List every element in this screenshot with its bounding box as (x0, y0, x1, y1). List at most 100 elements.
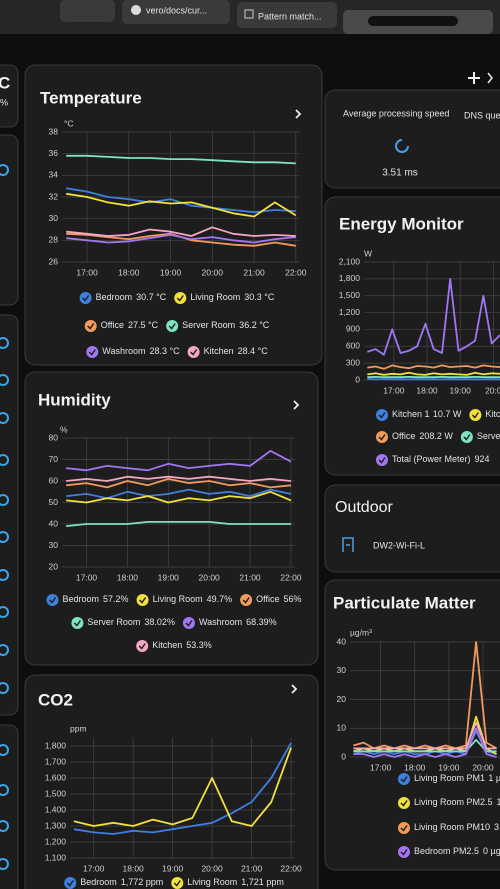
legend-name: Server Room (87, 617, 140, 627)
partial-icons (0, 164, 9, 870)
legend-entry[interactable]: Bedroom 1,772 ppm (80, 877, 163, 887)
legend-entry[interactable]: Office 56% (256, 594, 301, 604)
legend-swatch[interactable] (84, 320, 97, 332)
legend-swatch[interactable] (136, 594, 149, 606)
legend-entry[interactable]: Living Room 1,721 ppm (187, 877, 284, 887)
tab-title[interactable]: Pattern match... (258, 11, 322, 21)
legend-name: Office (256, 594, 279, 604)
more-info-button[interactable] (295, 109, 302, 119)
legend-swatch[interactable] (166, 320, 179, 332)
legend-entry[interactable]: Kitchen 53.3% (152, 640, 212, 650)
legend-state: 1 µg/m³ (488, 773, 500, 783)
legend-name: Kitchen (204, 346, 234, 356)
series-line (66, 234, 296, 244)
legend-swatch[interactable] (469, 409, 482, 421)
legend-entry[interactable]: Kitchen 28.4 °C (204, 346, 269, 356)
legend-name: Living Room PM10 (414, 822, 490, 832)
legend-swatch[interactable] (136, 640, 149, 652)
legend-entry[interactable]: Server Roo (477, 431, 500, 441)
series-line (66, 154, 296, 165)
legend-swatch[interactable] (398, 822, 410, 834)
legend-swatch[interactable] (398, 846, 410, 858)
legend-entry[interactable]: Living Room 30.3 °C (190, 292, 275, 302)
y-tick-label: 1,500 (339, 290, 361, 300)
series-line (66, 226, 296, 237)
x-tick-label: 17:00 (83, 863, 105, 873)
legend-entry[interactable]: Kitchen 1 10.7 W (392, 409, 462, 419)
legend-check (173, 880, 181, 887)
legend-swatch[interactable] (398, 773, 410, 785)
add-button[interactable] (468, 72, 480, 84)
y-tick-label: 28 (49, 235, 59, 245)
legend-name: Bedroom (63, 594, 100, 604)
tab-icon (131, 5, 141, 15)
legend-swatch[interactable] (182, 617, 195, 629)
legend-swatch[interactable] (187, 346, 200, 358)
legend-swatch[interactable] (376, 431, 388, 443)
legend-swatch[interactable] (71, 617, 84, 629)
card-title: Humidity (38, 390, 111, 409)
legend-entry[interactable]: Server Room 38.02% (87, 617, 175, 627)
legend-state: 30.7 °C (136, 292, 167, 302)
legend-name: Bedroom PM2.5 (414, 846, 479, 856)
axis-unit: ppm (70, 723, 87, 733)
legend-entry[interactable]: Bedroom PM2.5 0 µg/m³ (414, 846, 500, 856)
legend-entry[interactable]: Server Room 36.2 °C (182, 320, 270, 330)
legend-swatch[interactable] (46, 594, 59, 606)
more-info-button[interactable] (293, 400, 300, 410)
tab[interactable] (122, 0, 230, 24)
legend-state: 10.7 W (433, 409, 462, 419)
legend-row: Server Room 38.02% Washroom 68.39% (71, 617, 277, 629)
series-line (353, 721, 497, 750)
axis-unit: W (364, 248, 372, 258)
legend-entry[interactable]: Bedroom 30.7 °C (96, 292, 167, 302)
legend-entry[interactable]: Washroom 68.39% (199, 617, 277, 627)
chart-card (324, 196, 500, 476)
y-tick-label: 30 (337, 665, 347, 675)
y-tick-label: 20 (337, 694, 347, 704)
y-tick-label: 50 (49, 497, 59, 507)
more-button[interactable] (487, 72, 493, 84)
tab[interactable] (237, 2, 337, 28)
more-info-button[interactable] (291, 684, 298, 694)
gauge-icon (395, 139, 409, 153)
legend-entry[interactable]: Office 208.2 W (392, 431, 453, 441)
legend-entry[interactable]: Bedroom 57.2% (63, 594, 129, 604)
legend-swatch[interactable] (460, 431, 473, 443)
legend-name: Washroom (102, 346, 145, 356)
legend-swatch[interactable] (376, 409, 388, 421)
y-tick-label: 20 (49, 561, 59, 571)
legend-swatch[interactable] (86, 346, 99, 358)
legend-swatch[interactable] (398, 797, 410, 809)
axis-unit: % (60, 424, 68, 434)
device-name[interactable]: DW2-Wi-Fi-L (373, 540, 425, 550)
legend-name: Kitchen (485, 409, 500, 419)
legend-swatch[interactable] (240, 594, 253, 606)
legend-swatch[interactable] (171, 877, 184, 889)
legend-entry[interactable]: Living Room PM10 3 µg/m³ (414, 822, 500, 832)
legend-entry[interactable]: Living Room 49.7% (153, 594, 233, 604)
legend-swatch[interactable] (79, 292, 92, 304)
tab-title[interactable]: vero/docs/cur... (146, 5, 207, 15)
x-tick-label: 17:00 (76, 267, 98, 277)
partial-card (0, 724, 19, 889)
legend-entry[interactable]: Total (Power Meter) 924 (392, 454, 490, 464)
y-tick-label: 36 (49, 148, 59, 158)
legend-entry[interactable]: Office 27.5 °C (101, 320, 159, 330)
legend-state: 1,721 ppm (241, 877, 284, 887)
legend-swatch[interactable] (64, 877, 77, 889)
series-line (66, 475, 291, 482)
y-tick-label: 26 (49, 256, 59, 266)
legend-swatch[interactable] (376, 454, 388, 466)
legend-entry[interactable]: Living Room PM2.5 1 µg/m³ (414, 797, 500, 807)
legend-name: Living Room PM2.5 (414, 797, 493, 807)
series-line (353, 738, 497, 753)
legend-check (400, 776, 408, 783)
legend-entry[interactable]: Kitchen (485, 409, 500, 419)
y-tick-label: 38 (49, 126, 59, 136)
legend-swatch[interactable] (174, 292, 187, 304)
legend-entry[interactable]: Washroom 28.3 °C (102, 346, 180, 356)
tab[interactable] (60, 0, 115, 22)
